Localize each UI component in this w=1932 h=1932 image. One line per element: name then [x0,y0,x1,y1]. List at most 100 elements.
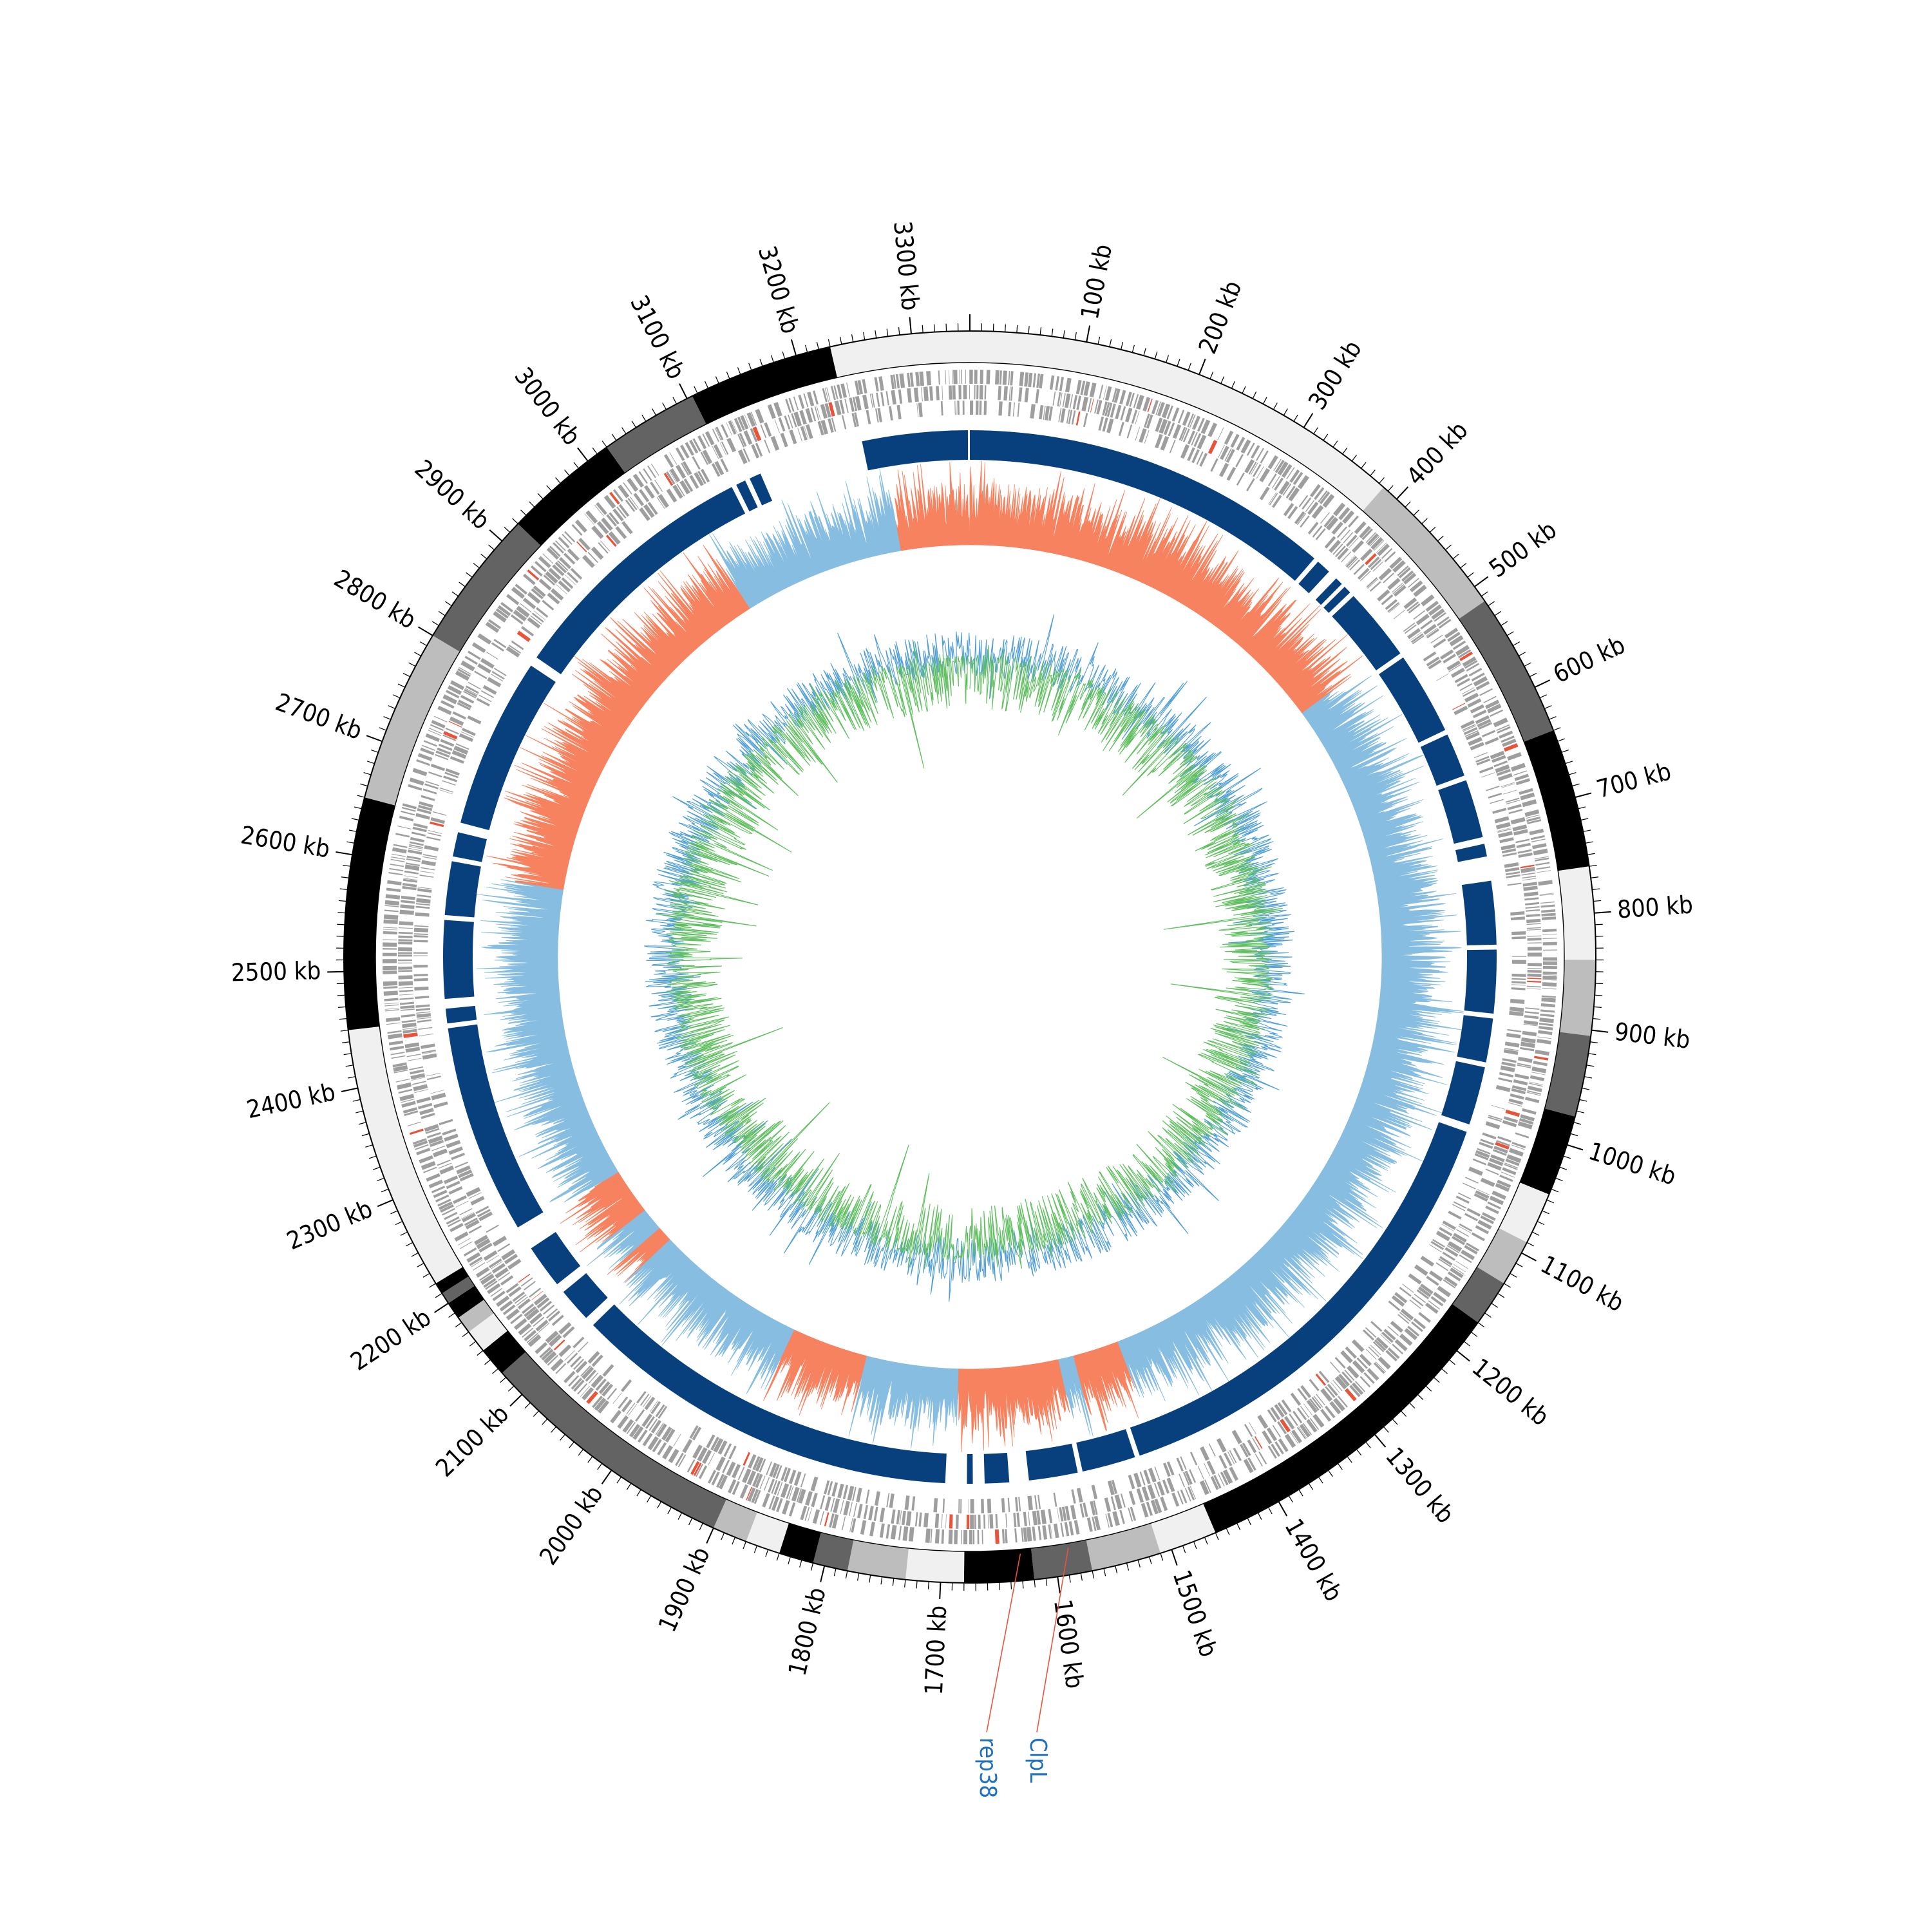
cds-feature [649,1400,659,1413]
cds-feature [800,426,808,441]
cds-feature [656,1423,667,1437]
cds-feature-highlight [966,1514,970,1529]
cds-feature [1369,581,1381,592]
cds-feature [626,1403,636,1415]
cds-feature [979,401,982,415]
cds-feature [1501,783,1515,788]
cds-feature [1289,1414,1298,1426]
major-tick [1396,486,1409,500]
major-tick [366,735,383,743]
cds-feature [732,1464,741,1479]
minor-tick [569,1441,574,1448]
cds-feature [1162,1479,1170,1494]
cds-feature [918,402,923,417]
minor-tick [1332,440,1338,448]
minor-tick [770,355,774,363]
cds-feature [692,1444,703,1459]
cds-feature [433,1148,448,1158]
cds-feature [1452,1266,1464,1275]
cds-feature [772,1464,780,1479]
minor-tick [390,1210,398,1215]
cds-feature [1420,620,1433,630]
minor-tick [1584,1076,1592,1079]
minor-tick [1288,1495,1293,1503]
cds-feature [1166,1461,1175,1476]
cds-feature [458,1238,471,1245]
cds-feature [1535,857,1549,862]
cds-feature [658,1406,668,1419]
cds-feature [621,1399,632,1412]
cds-feature [1199,453,1208,467]
cds-feature [421,1160,436,1170]
cds-feature [487,1283,501,1294]
cds-feature [1168,422,1175,437]
cds-feature [414,1089,428,1094]
cds-feature [958,1499,960,1513]
contig-band [713,1499,757,1542]
cds-feature [847,1486,855,1501]
cds-feature [676,484,685,497]
cds-feature [814,406,820,421]
cds-feature [493,667,507,676]
cds-feature [1366,577,1378,588]
cds-feature [455,670,470,681]
major-tick [601,1470,612,1484]
minor-tick [1537,1221,1545,1226]
cds-feature [1289,469,1300,483]
contig-band [830,331,970,378]
cds-feature [1495,1182,1510,1192]
cds-feature [650,463,659,476]
cds-feature [531,612,544,623]
cds-feature [1539,893,1554,896]
minor-tick [1444,544,1452,551]
cds-feature [400,1005,415,1009]
cds-feature [425,1128,440,1134]
cds-feature [1483,696,1497,703]
cds-feature [1043,405,1046,420]
cds-feature [1177,410,1185,424]
cds-feature [712,446,719,459]
alignment-block [967,1454,973,1484]
cds-feature [716,1473,724,1488]
cds-feature [1372,561,1384,572]
cds-feature [697,435,707,450]
cds-feature [1497,828,1511,833]
minor-tick [1034,1579,1036,1587]
minor-tick [1204,1537,1208,1545]
cds-feature [1247,1439,1257,1454]
cds-feature [1443,654,1456,664]
cds-feature [416,759,430,766]
contig-band [432,524,541,652]
cds-feature [517,1298,531,1310]
cds-feature [1024,388,1029,402]
cds-feature [598,542,609,554]
cds-feature [385,894,401,900]
cds-feature [915,372,920,386]
cds-feature [399,815,414,822]
cds-feature [868,1506,874,1520]
minor-tick [851,334,854,343]
cds-feature [1442,1220,1457,1230]
cds-feature [721,441,729,455]
cds-feature [1213,1475,1222,1489]
cds-feature [1016,1512,1020,1527]
cds-feature [732,1481,740,1495]
cds-feature [880,392,885,406]
cds-feature [1527,968,1542,969]
cds-feature [513,609,527,621]
cds-feature [702,433,710,447]
cds-feature [480,1273,495,1285]
tick-label: 1500 kb [1167,1566,1223,1660]
cds-feature-highlight [693,1463,702,1477]
cds-feature [1392,560,1406,573]
cds-feature [404,870,419,875]
cds-feature [1384,551,1396,563]
cds-feature [427,832,442,837]
minor-tick [1544,705,1552,709]
cds-feature [1392,1343,1404,1355]
cds-feature [1506,1032,1521,1039]
contig-band [1452,1267,1504,1323]
cds-feature-highlight [743,1452,751,1466]
minor-tick [365,1144,373,1148]
cds-feature [853,1502,857,1517]
